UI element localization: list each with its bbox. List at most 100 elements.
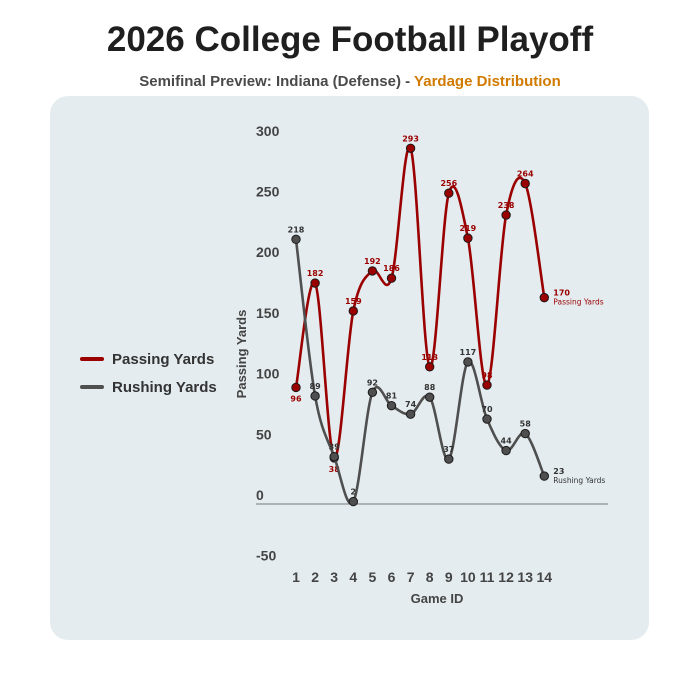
data-label: 186 [383,264,400,273]
x-tick-label: 10 [460,569,476,585]
data-point[interactable] [501,210,511,220]
y-tick-label: 50 [256,426,272,442]
data-point[interactable] [425,362,435,372]
data-label: 159 [345,297,362,306]
x-axis-ticks: 1 2 3 4 5 6 7 8 9 10 11 12 13 14 [292,569,552,585]
data-point[interactable] [539,471,549,481]
chart-panel [50,96,649,640]
data-label: 92 [367,378,378,387]
data-point[interactable] [291,382,301,393]
x-tick-label: 1 [292,569,300,585]
legend-swatch-rushing [80,385,104,389]
data-point[interactable] [463,357,473,367]
data-label: 219 [460,224,477,233]
data-point[interactable] [425,392,435,402]
legend-swatch-passing [80,357,104,361]
data-point[interactable] [482,380,492,390]
data-point[interactable] [501,445,511,456]
data-label: 37 [443,445,454,454]
subtitle-accent: Yardage Distribution [414,73,561,90]
data-point[interactable] [291,234,301,245]
x-tick-label: 2 [311,569,319,585]
data-point[interactable] [405,409,416,419]
x-tick-label: 7 [407,569,415,585]
y-tick-label: 300 [256,123,280,139]
data-label: 218 [288,225,305,234]
legend: Passing Yards Rushing Yards [80,345,217,401]
x-axis-title: Game ID [411,591,464,606]
y-axis-title: Passing Yards [234,310,249,399]
x-tick-label: 5 [369,569,377,585]
x-tick-label: 6 [388,569,396,585]
x-tick-label: 12 [498,569,514,585]
data-point[interactable] [444,188,454,198]
data-label: 98 [481,371,493,380]
data-label: 182 [307,269,324,278]
data-point[interactable] [348,306,358,316]
y-axis-ticks: -50 0 50 100 150 200 250 300 [256,123,280,564]
data-label: 2 [351,488,357,497]
y-tick-label: 0 [256,487,264,503]
y-tick-label: 100 [256,366,280,382]
data-point[interactable] [444,454,454,464]
y-tick-label: 150 [256,305,280,321]
y-tick-label: 200 [256,244,280,260]
data-label: 44 [501,437,513,446]
data-label: 89 [310,382,322,391]
end-value-label: 23 [553,467,564,476]
data-point[interactable] [539,292,549,303]
chart-subtitle: Semifinal Preview: Indiana (Defense) - Y… [0,73,700,90]
data-label: 192 [364,257,381,266]
x-tick-label: 4 [349,569,357,585]
data-point[interactable] [367,266,378,276]
y-tick-label: 250 [256,184,280,200]
data-point[interactable] [310,391,320,401]
x-tick-label: 3 [330,569,338,585]
subtitle-main: Semifinal Preview: Indiana (Defense) - [139,73,415,90]
end-series-label: Passing Yards [553,298,603,307]
data-point[interactable] [348,496,358,507]
data-label: 238 [498,201,515,210]
legend-label-rushing: Rushing Yards [112,378,217,396]
data-point[interactable] [329,451,339,462]
x-tick-label: 9 [445,569,453,585]
x-tick-label: 8 [426,569,434,585]
data-point[interactable] [405,143,416,153]
data-point[interactable] [463,233,473,243]
data-label: 81 [386,392,398,401]
data-label: 38 [329,465,341,474]
data-label: 39 [329,443,341,452]
x-tick-label: 14 [537,569,553,585]
legend-label-passing: Passing Yards [112,350,215,368]
data-point[interactable] [386,273,397,283]
x-tick-label: 13 [517,569,533,585]
x-tick-label: 11 [480,569,495,585]
data-point[interactable] [520,428,530,439]
data-point[interactable] [367,387,378,398]
data-label: 58 [520,420,532,429]
data-point[interactable] [386,400,397,411]
data-label: 88 [424,383,436,392]
data-label: 256 [440,179,457,188]
chart-title: 2026 College Football Playoff [106,20,594,59]
data-label: 264 [517,170,534,179]
data-label: 74 [405,400,417,409]
data-label: 70 [481,405,493,414]
data-label: 117 [460,348,477,357]
data-point[interactable] [482,414,492,424]
end-value-label: 170 [553,289,570,298]
data-point[interactable] [310,278,320,288]
data-label: 113 [421,353,438,362]
legend-item-passing[interactable]: Passing Yards [80,345,217,373]
series-line [294,145,546,460]
y-tick-label: -50 [256,548,276,564]
end-series-label: Rushing Yards [553,476,605,485]
data-label: 96 [290,394,302,403]
legend-item-rushing[interactable]: Rushing Yards [80,373,217,401]
data-point[interactable] [520,178,530,189]
data-label: 293 [402,134,419,143]
